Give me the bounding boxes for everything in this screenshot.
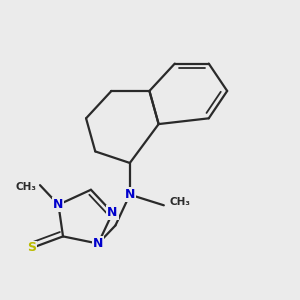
Text: N: N	[125, 188, 135, 201]
Text: N: N	[53, 198, 64, 211]
Text: N: N	[107, 206, 118, 219]
Text: N: N	[93, 237, 103, 250]
Text: S: S	[27, 242, 36, 254]
Text: CH₃: CH₃	[169, 197, 190, 207]
Text: CH₃: CH₃	[16, 182, 37, 192]
